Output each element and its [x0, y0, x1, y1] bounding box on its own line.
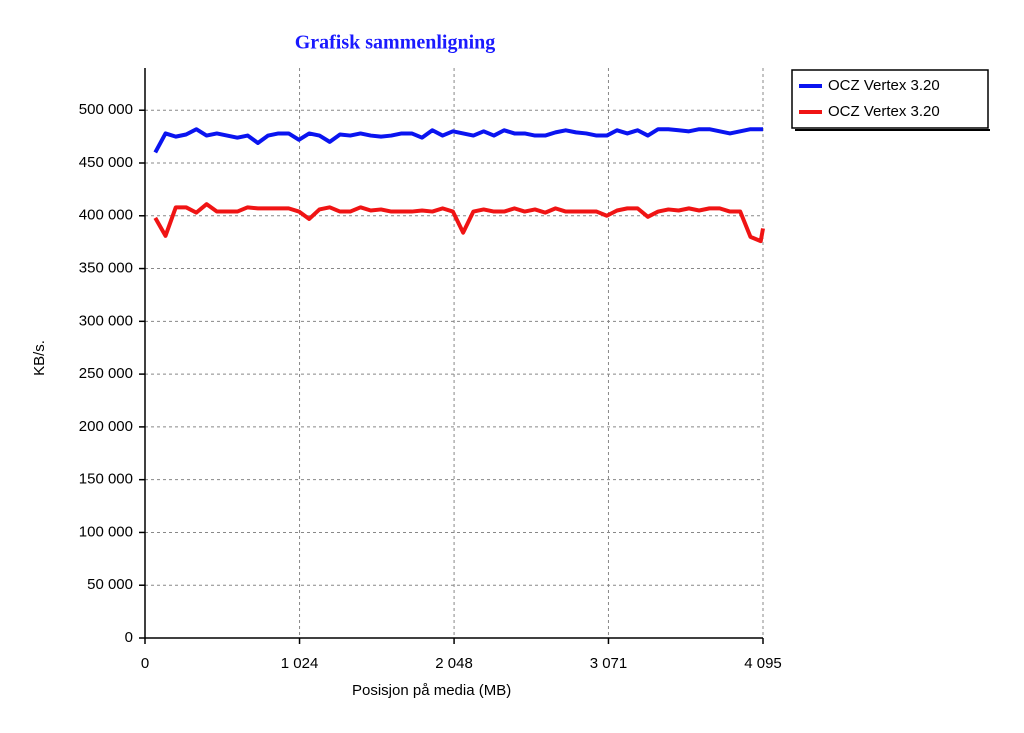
x-tick-label: 1 024: [281, 655, 319, 672]
y-tick-label: 100 000: [79, 523, 133, 540]
y-tick-label: 350 000: [79, 260, 133, 277]
legend-label: OCZ Vertex 3.20: [828, 77, 940, 94]
chart-title: Grafisk sammenligning: [295, 32, 496, 54]
y-tick-label: 500 000: [79, 101, 133, 118]
x-tick-label: 0: [141, 655, 149, 672]
line-series: [153, 202, 765, 244]
x-tick-label: 2 048: [435, 655, 473, 672]
y-tick-label: 200 000: [79, 418, 133, 435]
y-tick-label: 0: [125, 629, 133, 646]
y-tick-label: 250 000: [79, 365, 133, 382]
y-tick-label: 150 000: [79, 471, 133, 488]
y-axis-label: KB/s.: [31, 340, 48, 376]
legend-label: OCZ Vertex 3.20: [828, 103, 940, 120]
x-tick-label: 3 071: [590, 655, 628, 672]
x-axis-label: Posisjon på media (MB): [352, 682, 511, 699]
y-tick-label: 400 000: [79, 207, 133, 224]
legend-box: [791, 69, 989, 129]
y-tick-label: 450 000: [79, 154, 133, 171]
line-series: [153, 127, 763, 154]
y-tick-label: 50 000: [87, 576, 133, 593]
y-tick-label: 300 000: [79, 312, 133, 329]
x-tick-label: 4 095: [744, 655, 782, 672]
